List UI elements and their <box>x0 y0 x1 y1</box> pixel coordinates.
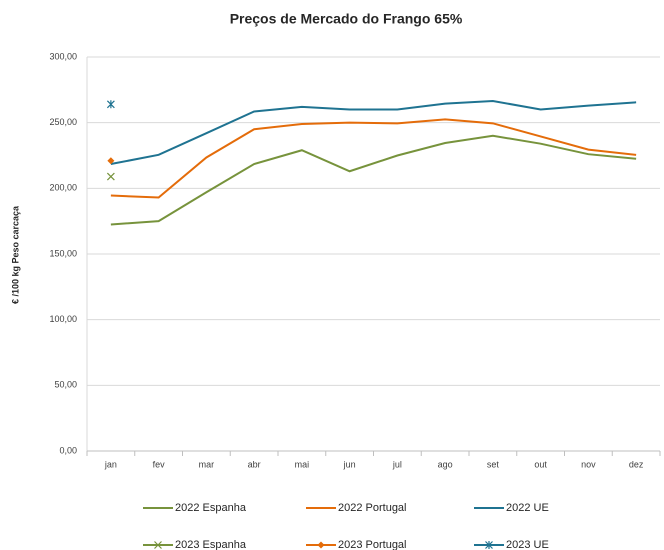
marker <box>106 172 115 181</box>
series-line <box>110 118 637 199</box>
chart-title: Preços de Mercado do Frango 65% <box>230 11 463 27</box>
x-tick-label: set <box>487 459 500 469</box>
x-tick-label: jan <box>104 459 117 469</box>
legend-label: 2022 Portugal <box>338 502 407 514</box>
marker <box>485 541 493 549</box>
legend-label: 2022 Espanha <box>175 502 247 514</box>
x-tick-label: fev <box>153 459 166 469</box>
y-tick-label: 250,00 <box>49 117 77 127</box>
legend-label: 2023 Espanha <box>175 539 247 550</box>
series-line <box>110 134 637 226</box>
x-tick-label: ago <box>438 459 453 469</box>
marker <box>106 100 115 109</box>
x-tick-label: nov <box>581 459 596 469</box>
x-tick-label: jul <box>392 459 402 469</box>
y-tick-label: 0,00 <box>59 445 77 455</box>
x-tick-label: mai <box>295 459 310 469</box>
legend-item: 2023 Espanha <box>143 539 247 550</box>
series-line <box>110 99 637 166</box>
y-tick-label: 200,00 <box>49 183 77 193</box>
legend-item: 2022 Portugal <box>306 502 407 514</box>
marker <box>154 541 162 549</box>
y-tick-label: 300,00 <box>49 51 77 61</box>
marker <box>317 541 325 549</box>
y-tick-label: 50,00 <box>54 380 77 390</box>
y-axis-label: € /100 kg Peso carcaça <box>10 205 20 304</box>
legend-label: 2023 Portugal <box>338 539 407 550</box>
legend-label: 2023 UE <box>506 539 549 550</box>
x-tick-label: mar <box>199 459 215 469</box>
x-tick-label: jun <box>343 459 356 469</box>
y-tick-label: 100,00 <box>49 314 77 324</box>
legend-item: 2023 Portugal <box>306 539 407 550</box>
x-tick-label: out <box>534 459 547 469</box>
legend-item: 2022 Espanha <box>143 502 247 514</box>
legend-item: 2023 UE <box>474 539 549 550</box>
legend-label: 2022 UE <box>506 502 549 514</box>
x-tick-label: abr <box>248 459 261 469</box>
marker <box>107 157 115 165</box>
y-tick-label: 150,00 <box>49 248 77 258</box>
x-tick-label: dez <box>629 459 644 469</box>
legend-item: 2022 UE <box>474 502 549 514</box>
